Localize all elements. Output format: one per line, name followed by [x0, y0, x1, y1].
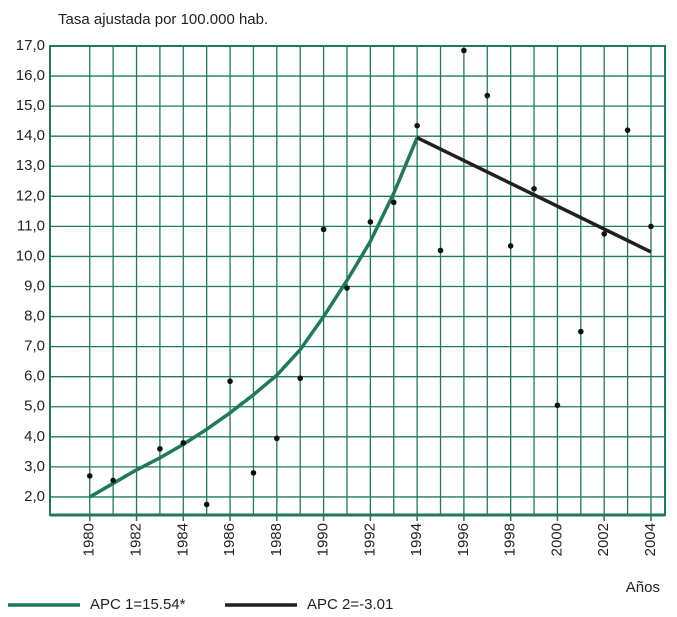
- data-point: [110, 477, 116, 484]
- y-axis-label: Tasa ajustada por 100.000 hab.: [58, 11, 268, 28]
- x-tick-label: 1998: [502, 523, 519, 556]
- x-tick-label: 1982: [127, 523, 144, 556]
- data-point: [624, 127, 631, 133]
- x-tick-label: 1994: [408, 523, 425, 556]
- data-point: [344, 285, 350, 291]
- y-tick-label: 13,0: [16, 157, 45, 174]
- x-tick-label: 1996: [455, 523, 472, 556]
- data-point: [227, 378, 233, 385]
- y-tick-label: 9,0: [24, 277, 45, 294]
- data-point: [297, 375, 304, 382]
- y-tick-label: 6,0: [24, 368, 45, 385]
- data-point: [648, 223, 654, 230]
- x-tick-label: 1992: [361, 523, 378, 556]
- y-tick-label: 3,0: [24, 458, 45, 475]
- fit-line: [88, 137, 419, 499]
- legend-label: APC 2=-3.01: [307, 596, 393, 613]
- data-point: [554, 402, 561, 409]
- y-tick-label: 11,0: [17, 217, 45, 234]
- y-tick-label: 2,0: [24, 488, 45, 505]
- data-point: [461, 47, 467, 54]
- plot-frame: [49, 45, 666, 516]
- data-point: [507, 243, 514, 249]
- data-point: [180, 440, 187, 446]
- x-tick-label: 2004: [642, 523, 659, 556]
- data-point: [578, 328, 584, 335]
- y-tick-label: 8,0: [24, 308, 45, 325]
- fit-line: [416, 136, 652, 254]
- x-tick-label: 1988: [268, 523, 285, 556]
- data-point: [274, 435, 280, 442]
- y-tick-label: 16,0: [16, 67, 45, 84]
- data-point: [601, 231, 608, 237]
- data-point: [320, 226, 327, 233]
- data-point: [86, 473, 93, 479]
- y-tick-label: 15,0: [16, 97, 45, 114]
- data-point: [531, 186, 537, 192]
- y-tick-label: 12,0: [16, 187, 45, 204]
- y-tick-label: 14,0: [16, 127, 45, 144]
- data-point: [484, 92, 491, 99]
- y-tick-label: 10,0: [16, 247, 45, 264]
- y-tick-label: 4,0: [24, 428, 45, 445]
- x-tick-label: 1986: [221, 523, 238, 556]
- x-tick-label: 1984: [174, 523, 191, 556]
- y-tick-label: 7,0: [24, 338, 45, 355]
- data-point: [390, 199, 397, 206]
- data-point: [414, 122, 420, 129]
- y-tick-label: 5,0: [24, 398, 45, 415]
- x-tick-label: 2002: [595, 523, 612, 556]
- x-axis-label: Años: [626, 579, 660, 596]
- x-tick-label: 2000: [548, 523, 565, 556]
- legend-label: APC 1=15.54*: [90, 596, 186, 613]
- data-point: [250, 470, 257, 476]
- data-point: [437, 247, 444, 254]
- data-point: [367, 219, 374, 225]
- x-tick-label: 1980: [81, 523, 98, 556]
- x-tick-label: 1990: [315, 523, 332, 556]
- data-point: [157, 446, 163, 452]
- y-tick-label: 17,0: [16, 37, 45, 54]
- data-point: [203, 501, 210, 508]
